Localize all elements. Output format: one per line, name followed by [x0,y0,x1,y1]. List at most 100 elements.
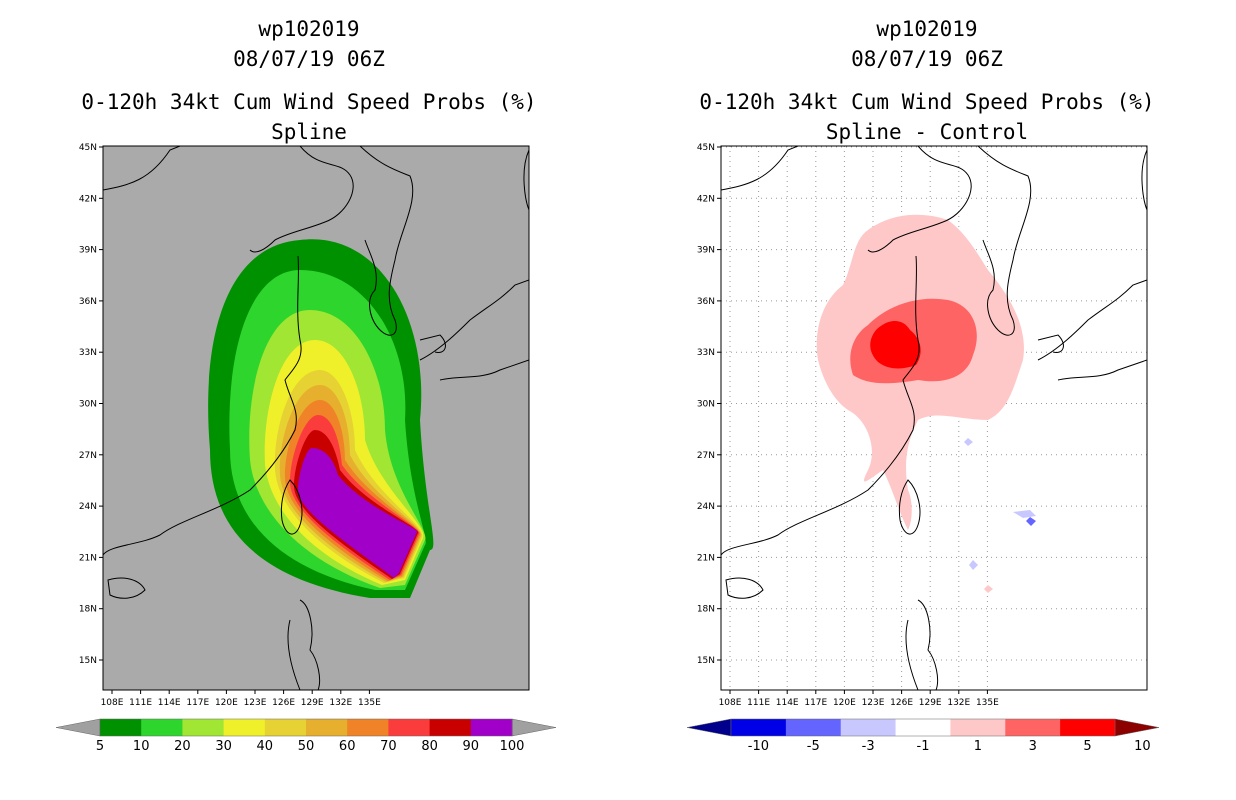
colorbar-label: 20 [174,739,191,754]
lat-tick-label: 24N [79,502,97,512]
lat-tick-label: 30N [697,400,715,410]
colorbar-under-arrow [55,718,101,737]
lat-tick-label: 21N [79,553,97,563]
product-title: 0-120h 34kt Cum Wind Speed Probs (%) [699,90,1155,114]
spline-panel: wp102019 08/07/19 06Z 0-120h 34kt Cum Wi… [55,17,557,754]
colorbar-under-arrow [686,718,732,737]
colorbar-label: -5 [807,739,820,754]
colorbar-swatch [141,719,183,736]
lat-tick-label: 21N [697,553,715,563]
lat-tick-label: 39N [697,246,715,256]
lat-tick-label: 27N [697,451,715,461]
lon-tick-label: 114E [158,698,181,708]
colorbar: -10 -5 -3 -1 1 3 5 10 [686,718,1160,754]
band-100 [298,448,418,578]
colorbar-swatch [264,719,307,736]
lat-tick-label: 24N [697,502,715,512]
colorbar-swatch [182,719,225,736]
colorbar-swatch [388,719,431,736]
colorbar-label: 40 [257,739,274,754]
lon-tick-label: 129E [301,698,324,708]
colorbar-label: 5 [96,739,104,754]
colorbar-over-arrow [1114,718,1160,737]
lon-tick-label: 126E [272,698,295,708]
coastlines [103,146,529,690]
lon-tick-label: 117E [804,698,827,708]
diff-pos-small-1 [984,585,993,593]
lon-tick-label: 135E [976,698,999,708]
diff-neg-small-2 [1026,517,1036,526]
lon-tick-label: 123E [862,698,885,708]
datetime-title: 08/07/19 06Z [851,47,1003,71]
colorbar-label: 100 [500,739,525,754]
lon-tick-label: 117E [186,698,209,708]
lon-tick-label: 114E [776,698,799,708]
diff-neg-small-1 [1013,510,1036,518]
lat-tick-label: 42N [79,194,97,204]
lat-tick-label: 15N [79,656,97,666]
lon-tick-label: 129E [919,698,942,708]
colorbar-frame [730,718,1116,737]
diff-neg-small-3 [964,438,973,446]
colorbar-frame [99,718,513,737]
lat-tick-label: 18N [79,605,97,615]
lon-tick-label: 108E [719,698,742,708]
axis-ticks: 45N 42N 39N 36N 33N 30N 27N 24N 21N 18N 15N 108E 111… [697,143,999,708]
colorbar-label: -10 [748,739,769,754]
colorbar-swatch [100,719,142,736]
lat-tick-label: 18N [697,605,715,615]
colorbar-swatch [950,719,1006,736]
colorbar-label: 90 [463,739,480,754]
colorbar-label: 80 [421,739,438,754]
subtitle: Spline [271,120,347,144]
probability-swath [208,239,434,599]
colorbar-swatch [1060,719,1116,736]
lat-tick-label: 45N [79,143,97,153]
lat-tick-label: 15N [697,656,715,666]
lon-tick-label: 135E [358,698,381,708]
lon-tick-label: 120E [833,698,856,708]
storm-id-title: wp102019 [258,17,360,41]
lon-tick-label: 108E [101,698,124,708]
colorbar-label: 3 [1029,739,1037,754]
colorbar-label: 50 [298,739,315,754]
lat-tick-label: 30N [79,400,97,410]
lat-tick-label: 36N [697,297,715,307]
diff-5-10 [870,321,921,369]
lon-tick-label: 132E [329,698,352,708]
subtitle: Spline - Control [825,120,1029,144]
colorbar-over-arrow [511,718,557,737]
colorbar-label: 5 [1083,739,1091,754]
colorbar-swatch [429,719,472,736]
lon-tick-label: 123E [244,698,267,708]
spline-chart: 45N 42N 39N 36N 33N 30N 27N 24N 21N 18N 15N 108E 111… [55,143,557,754]
lat-tick-label: 33N [697,348,715,358]
colorbar-swatch [785,719,842,736]
colorbar-swatch [731,719,787,736]
colorbar-swatch [223,719,266,736]
lat-tick-label: 27N [79,451,97,461]
difference-panel: wp102019 08/07/19 06Z 0-120h 34kt Cum Wi… [618,0,1236,800]
datetime-title: 08/07/19 06Z [233,47,385,71]
colorbar-label: 10 [133,739,150,754]
lon-tick-label: 111E [747,698,770,708]
colorbar-label: 70 [380,739,397,754]
colorbar-label: -3 [862,739,875,754]
product-title: 0-120h 34kt Cum Wind Speed Probs (%) [81,90,537,114]
difference-field [816,214,1036,593]
colorbar-swatch [470,719,513,736]
colorbar: 5 10 20 30 40 50 60 70 80 90 100 [55,718,557,754]
lat-tick-label: 42N [697,194,715,204]
colorbar-swatch [1005,719,1061,736]
colorbar-swatch [895,719,951,736]
colorbar-label: 1 [974,739,982,754]
colorbar-label: -1 [917,739,930,754]
lat-tick-label: 39N [79,246,97,256]
colorbar-label: 10 [1134,739,1151,754]
diff-neg-small-4 [969,560,978,570]
lon-tick-label: 132E [947,698,970,708]
lon-tick-label: 111E [129,698,152,708]
map-frame [720,145,1148,691]
lat-tick-label: 36N [79,297,97,307]
storm-id-title: wp102019 [876,17,978,41]
